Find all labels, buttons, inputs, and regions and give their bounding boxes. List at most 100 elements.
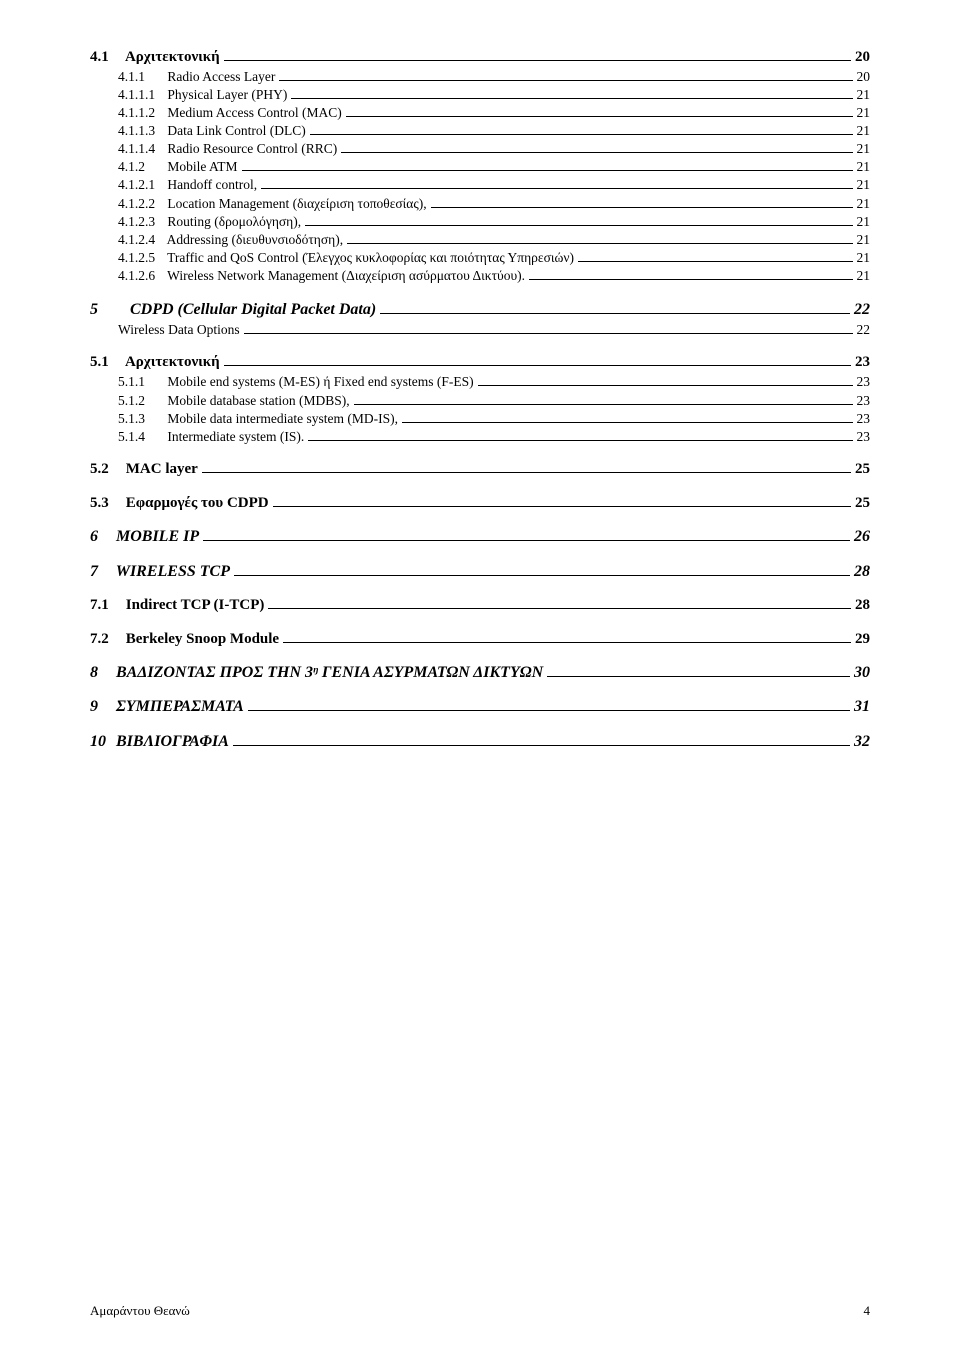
toc-entry-label: 4.1.2.1 Handoff control, (118, 177, 257, 193)
toc-entry-label: 7 WIRELESS TCP (90, 563, 230, 581)
toc-entry: 10 ΒΙΒΛΙΟΓΡΑΦΙΑ 32 (90, 730, 870, 750)
toc-entry-label: Wireless Data Options (118, 322, 240, 338)
toc-entry-title: Addressing (διευθυνσιοδότηση), (167, 232, 343, 247)
toc-entry-title: Data Link Control (DLC) (167, 123, 305, 138)
toc-entry-label: 4.1.2 Mobile ATM (118, 159, 238, 175)
toc-entry-label: 4.1.2.4 Addressing (διευθυνσιοδότηση), (118, 232, 343, 248)
toc-entry-title: Routing (δρομολόγηση), (167, 214, 301, 229)
toc-entry: 5.3 Εφαρμογές του CDPD25 (90, 492, 870, 512)
toc-entry-label: 4.1.1.1 Physical Layer (PHY) (118, 87, 287, 103)
toc-leader-line (234, 560, 850, 575)
toc-entry-title: Mobile database station (MDBS), (167, 393, 349, 408)
toc-entry-page: 21 (857, 250, 871, 266)
toc-entry-number: 4.1.2.6 (118, 268, 164, 284)
toc-entry-page: 21 (857, 105, 871, 121)
toc-entry: 5.2 MAC layer25 (90, 459, 870, 479)
toc-entry-title: ΒΑΔΙΖΟΝΤΑΣ ΠΡΟΣ ΤΗΝ 3ᵑ ΓΕΝΙΑ ΑΣΥΡΜΑΤΩΝ Δ… (116, 664, 543, 681)
toc-entry: 5.1.4 Intermediate system (IS).23 (90, 428, 870, 445)
toc-leader-line (261, 176, 852, 189)
toc-leader-line (578, 249, 853, 262)
toc-entry-label: 5.1.4 Intermediate system (IS). (118, 429, 304, 445)
toc-leader-line (202, 459, 851, 474)
toc-entry-number: 4.1.2.2 (118, 196, 164, 212)
toc-entry: 4.1 Αρχιτεκτονική 20 (90, 46, 870, 66)
toc-entry-title: Physical Layer (PHY) (167, 87, 287, 102)
toc-entry-title: Mobile end systems (M-ES) ή Fixed end sy… (167, 374, 473, 389)
toc-entry-label: 7.1 Indirect TCP (I-TCP) (90, 597, 264, 614)
toc-entry-number: 4.1.1.1 (118, 87, 164, 103)
toc-leader-line (305, 213, 852, 226)
toc-leader-line (248, 696, 850, 711)
toc-entry-label: 9 ΣΥΜΠΕΡΑΣΜΑΤΑ (90, 698, 244, 716)
toc-entry-number: 4.1 (90, 49, 122, 66)
toc-leader-line (354, 391, 853, 404)
toc-entry-label: 4.1.2.6 Wireless Network Management (Δια… (118, 268, 525, 284)
toc-entry-page: 21 (857, 214, 871, 230)
toc-entry-title: CDPD (Cellular Digital Packet Data) (130, 301, 376, 318)
footer-author: Αμαράντου Θεανώ (90, 1303, 190, 1319)
toc-entry-label: 4.1.2.5 Traffic and QoS Control (Έλεγχος… (118, 250, 574, 266)
toc-entry: 8 ΒΑΔΙΖΟΝΤΑΣ ΠΡΟΣ ΤΗΝ 3ᵑ ΓΕΝΙΑ ΑΣΥΡΜΑΤΩΝ… (90, 662, 870, 682)
toc-entry-number: 5.1 (90, 354, 122, 371)
toc-entry-page: 21 (857, 196, 871, 212)
toc-leader-line (242, 158, 853, 171)
table-of-contents: 4.1 Αρχιτεκτονική204.1.1 Radio Access La… (90, 46, 870, 751)
toc-entry: 6 MOBILE IP 26 (90, 526, 870, 546)
toc-leader-line (380, 298, 850, 313)
toc-entry-number: 10 (90, 733, 112, 751)
toc-entry-title: Wireless Data Options (118, 322, 240, 337)
toc-leader-line (547, 662, 850, 677)
toc-entry-label: 5.2 MAC layer (90, 461, 198, 478)
toc-entry-number: 5.1.3 (118, 411, 164, 427)
toc-entry: 5.1.3 Mobile data intermediate system (M… (90, 410, 870, 427)
toc-entry-page: 26 (854, 528, 870, 546)
toc-entry-page: 21 (857, 232, 871, 248)
toc-entry-page: 21 (857, 123, 871, 139)
toc-entry: 5.1.2 Mobile database station (MDBS),23 (90, 391, 870, 408)
toc-entry-page: 20 (855, 49, 870, 66)
toc-leader-line (310, 122, 853, 135)
toc-entry-number: 6 (90, 528, 112, 546)
toc-entry: 4.1.2.4 Addressing (διευθυνσιοδότηση), 21 (90, 231, 870, 248)
toc-entry-page: 23 (855, 354, 870, 371)
toc-entry-title: Indirect TCP (I-TCP) (126, 597, 265, 613)
toc-entry-label: 4.1 Αρχιτεκτονική (90, 49, 220, 66)
toc-entry-page: 32 (854, 733, 870, 751)
toc-leader-line (346, 104, 853, 117)
toc-entry-page: 30 (854, 664, 870, 682)
toc-entry-title: Berkeley Snoop Module (126, 631, 279, 647)
toc-entry-label: 5 CDPD (Cellular Digital Packet Data) (90, 301, 376, 319)
toc-entry: 9 ΣΥΜΠΕΡΑΣΜΑΤΑ31 (90, 696, 870, 716)
toc-entry-title: Traffic and QoS Control (Έλεγχος κυκλοφο… (167, 250, 574, 265)
toc-entry: 4.1.2.2 Location Management (διαχείριση … (90, 194, 870, 211)
toc-entry: 4.1.2.1 Handoff control,21 (90, 176, 870, 193)
toc-entry-number: 5 (90, 301, 126, 319)
toc-entry-number: 8 (90, 664, 112, 682)
toc-entry-page: 22 (857, 322, 871, 338)
toc-leader-line (291, 86, 852, 99)
toc-entry-page: 21 (857, 141, 871, 157)
toc-entry-title: MAC layer (126, 461, 198, 477)
toc-entry: 4.1.2 Mobile ATM21 (90, 158, 870, 175)
toc-entry-label: 7.2 Berkeley Snoop Module (90, 631, 279, 648)
toc-entry-page: 21 (857, 268, 871, 284)
toc-entry: 4.1.1.2 Medium Access Control (MAC)21 (90, 104, 870, 121)
toc-entry: 4.1.1.4 Radio Resource Control (RRC)21 (90, 140, 870, 157)
toc-entry-label: 8 ΒΑΔΙΖΟΝΤΑΣ ΠΡΟΣ ΤΗΝ 3ᵑ ΓΕΝΙΑ ΑΣΥΡΜΑΤΩΝ… (90, 664, 543, 682)
toc-entry: 4.1.2.5 Traffic and QoS Control (Έλεγχος… (90, 249, 870, 266)
footer-page-number: 4 (864, 1303, 871, 1319)
toc-entry-title: Medium Access Control (MAC) (167, 105, 341, 120)
toc-leader-line (268, 595, 851, 610)
toc-entry-title: MOBILE IP (116, 528, 199, 545)
toc-entry-label: 10 ΒΙΒΛΙΟΓΡΑΦΙΑ (90, 733, 229, 751)
toc-entry-number: 5.1.4 (118, 429, 164, 445)
toc-entry: 4.1.1.3 Data Link Control (DLC) 21 (90, 122, 870, 139)
toc-entry: 5.1 Αρχιτεκτονική23 (90, 352, 870, 372)
toc-entry-title: Mobile ATM (167, 159, 237, 174)
toc-entry-page: 25 (855, 495, 870, 512)
toc-entry: 4.1.1.1 Physical Layer (PHY)21 (90, 86, 870, 103)
toc-leader-line (244, 321, 853, 334)
toc-entry-number: 5.2 (90, 461, 122, 478)
toc-entry-number: 4.1.1.3 (118, 123, 164, 139)
toc-entry-title: Mobile data intermediate system (MD-IS), (167, 411, 398, 426)
